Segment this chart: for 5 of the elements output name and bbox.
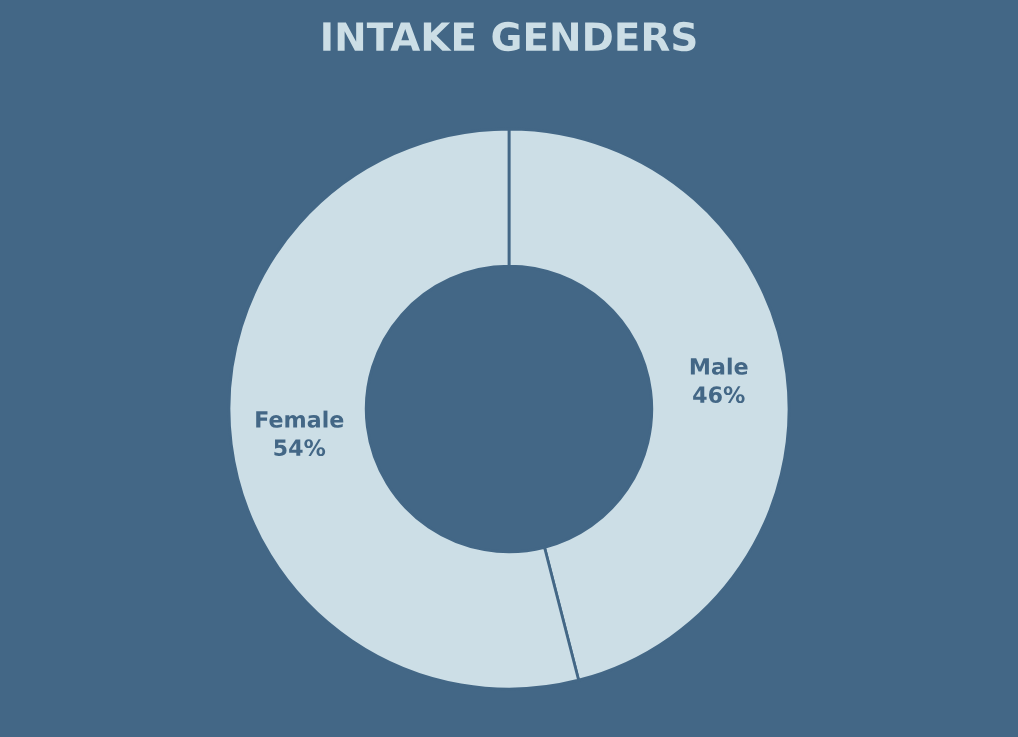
slice-label: Male [690,357,748,375]
data-label: 54% [274,439,326,457]
chart-title: INTAKE GENDERS [323,21,696,52]
data-label: 46% [693,386,745,404]
slice-label: Female [256,410,344,428]
